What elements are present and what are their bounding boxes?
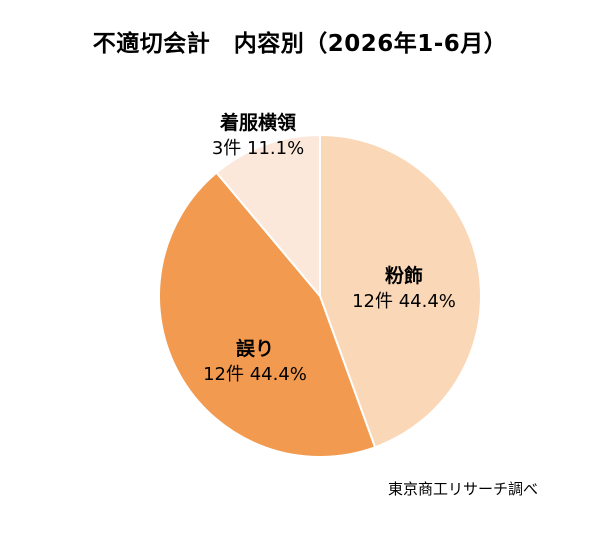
slice-name-funshoku: 粉飾 xyxy=(384,265,424,288)
slice-count-chakufuku: 3件 xyxy=(211,137,242,159)
pie-slice-chakufuku xyxy=(215,133,321,299)
chart-title: 不適切会計 内容別（2026年1-6月） xyxy=(92,31,508,57)
slice-percent-ayamari: 44.4% xyxy=(249,363,307,385)
slice-name-chakufuku: 着服横領 xyxy=(219,112,296,135)
slice-label-chakufuku: 着服横領 3件 11.1% xyxy=(212,111,304,161)
slice-count-funshoku: 12件 xyxy=(352,290,393,312)
slice-percent-chakufuku: 11.1% xyxy=(247,137,305,159)
slice-percent-funshoku: 44.4% xyxy=(398,290,456,312)
source-note: 東京商工リサーチ調べ xyxy=(387,480,538,498)
slice-value-funshoku: 12件 44.4% xyxy=(352,290,456,314)
slice-name-ayamari: 誤り xyxy=(235,338,275,361)
slice-label-funshoku: 粉飾 12件 44.4% xyxy=(352,264,456,314)
pie-slice-funshoku xyxy=(319,133,482,449)
slice-value-chakufuku: 3件 11.1% xyxy=(212,137,304,161)
slice-count-ayamari: 12件 xyxy=(203,363,244,385)
slice-value-ayamari: 12件 44.4% xyxy=(203,363,307,387)
slice-label-ayamari: 誤り 12件 44.4% xyxy=(203,337,307,387)
pie-slice-ayamari xyxy=(158,171,377,458)
